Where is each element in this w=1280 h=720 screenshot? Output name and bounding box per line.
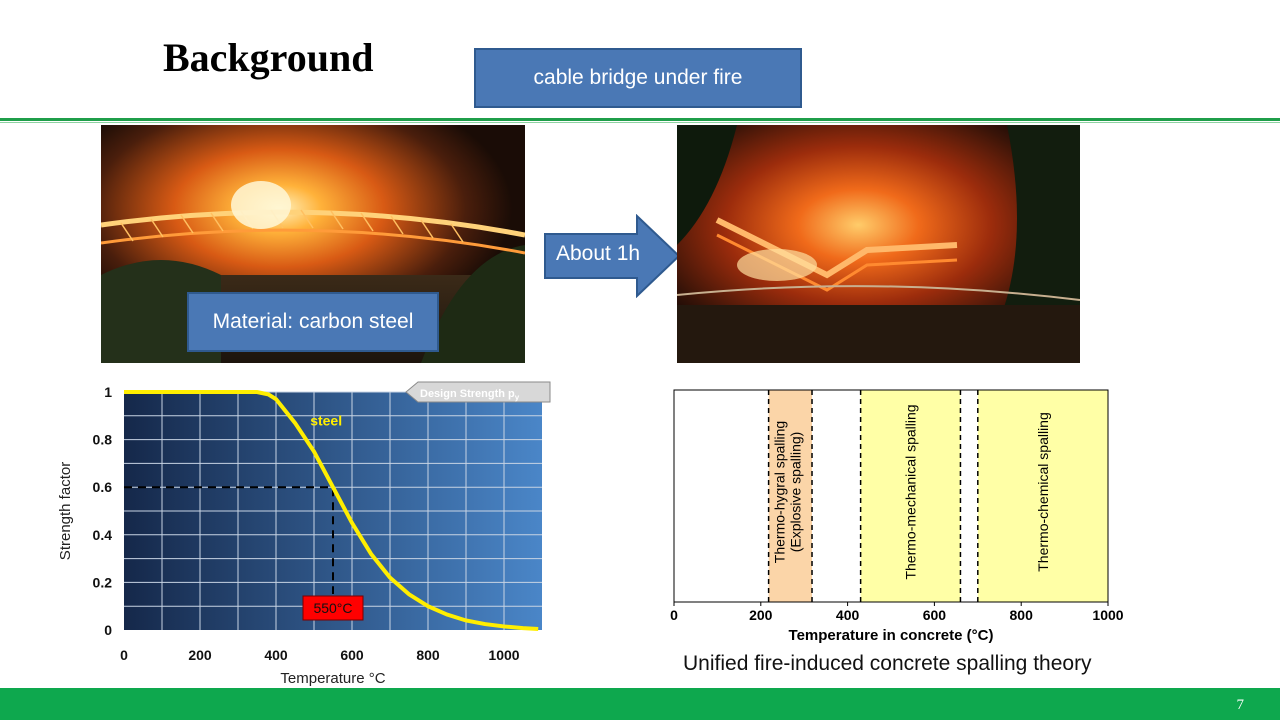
time-arrow xyxy=(543,213,683,303)
chart2-zone-label: Thermo-mechanical spalling xyxy=(903,404,919,579)
callout-material: Material: carbon steel xyxy=(187,292,439,352)
chart1-x-axis-label: Temperature °C xyxy=(280,670,385,687)
chart1-guide-line xyxy=(124,486,334,594)
chart2-zone-label: Thermo-chemical spalling xyxy=(1035,412,1051,572)
chart1-x-tick: 800 xyxy=(416,647,440,663)
chart2-zone xyxy=(860,390,961,602)
spalling-caption: Unified fire-induced concrete spalling t… xyxy=(683,652,1092,675)
chart1-x-tick: 0 xyxy=(120,647,128,663)
chart2-x-tick: 200 xyxy=(749,607,773,623)
chart2-x-tick: 0 xyxy=(670,607,678,623)
svg-text:Design Strength py: Design Strength py xyxy=(420,388,520,402)
chart1-design-strength-tag: Design Strength py xyxy=(405,381,551,403)
chart1-x-tick: 200 xyxy=(188,647,212,663)
slide-title: Background xyxy=(163,35,374,80)
chart1-series-steel xyxy=(124,390,539,632)
chart1-series-label: steel xyxy=(310,412,342,428)
chart2-x-tick: 1000 xyxy=(1092,607,1123,623)
chart1-y-tick: 0.6 xyxy=(93,479,113,495)
footer-bar xyxy=(0,688,1280,720)
chart2-x-axis-label: Temperature in concrete (°C) xyxy=(789,627,994,644)
chart2-x-tick: 600 xyxy=(923,607,947,623)
chart2-zone xyxy=(768,390,813,602)
spalling-zones-chart: Thermo-hygral spalling (Explosive spallin… xyxy=(664,386,1144,648)
callout-bridge-fire: cable bridge under fire xyxy=(474,48,802,108)
arrow-label: About 1h xyxy=(556,242,641,265)
chart1-x-tick: 600 xyxy=(340,647,364,663)
steel-strength-chart: 0 0.2 0.4 0.6 0.8 1 0 200 400 600 800 1000 steel D… xyxy=(50,376,560,688)
chart1-critical-temp-box xyxy=(302,595,364,621)
chart1-y-tick: 0.4 xyxy=(93,527,113,543)
title-divider xyxy=(0,118,1280,121)
title-divider-light xyxy=(0,122,1280,123)
chart1-y-tick: 0.8 xyxy=(93,432,113,448)
chart1-critical-temp-label: 550°C xyxy=(313,600,352,616)
page-number: 7 xyxy=(1236,697,1245,713)
chart1-x-tick: 400 xyxy=(264,647,288,663)
chart1-x-tick: 1000 xyxy=(488,647,519,663)
chart1-y-tick: 0.2 xyxy=(93,574,113,590)
chart1-y-tick: 1 xyxy=(104,384,112,400)
chart2-zone-label: Thermo-hygral spalling xyxy=(771,421,787,563)
chart2-zone-label-sub: (Explosive spalling) xyxy=(787,432,803,553)
chart2-plot-frame xyxy=(673,389,1109,603)
chart2-x-tick: 800 xyxy=(1010,607,1034,623)
chart2-zone xyxy=(977,390,1108,602)
chart1-y-tick: 0 xyxy=(104,622,112,638)
chart2-x-tick: 400 xyxy=(836,607,860,623)
bridge-fire-photo-2 xyxy=(677,125,1080,363)
chart1-y-axis-label: Strength factor xyxy=(57,462,74,560)
